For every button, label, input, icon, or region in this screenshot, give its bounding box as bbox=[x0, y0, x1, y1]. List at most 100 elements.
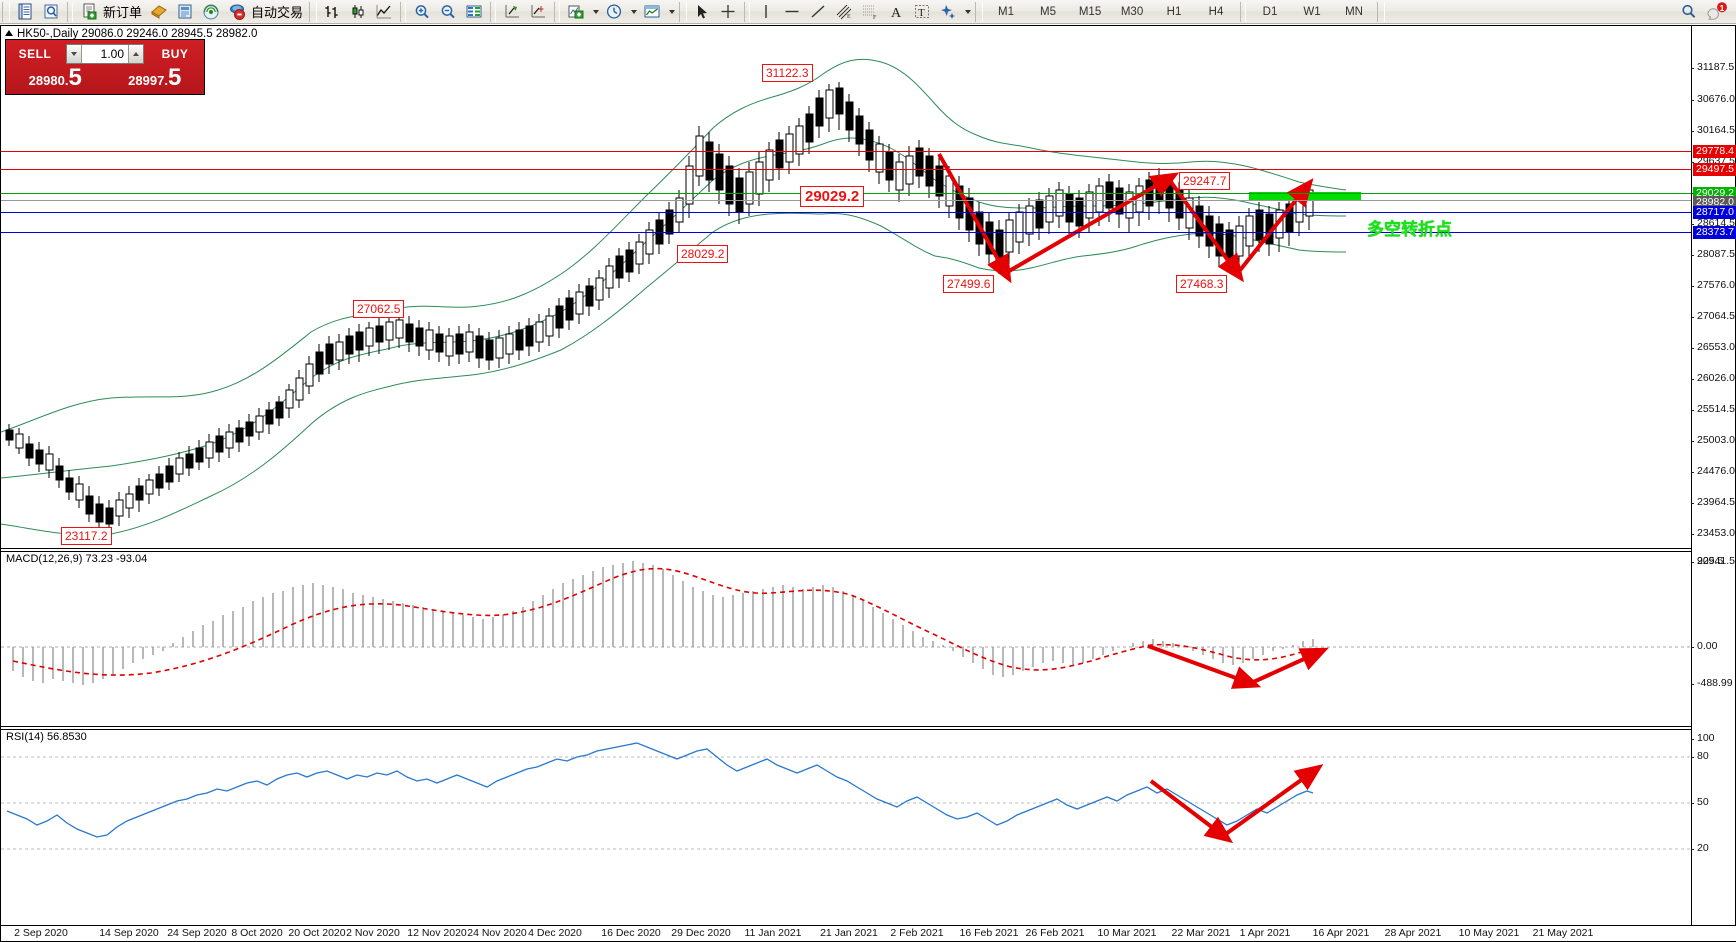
fibonacci-icon[interactable]: F bbox=[857, 1, 883, 23]
rsi-pane[interactable] bbox=[1, 729, 1693, 919]
chevron-down-icon-2 bbox=[630, 9, 637, 14]
macd-pane-separator-top bbox=[1, 548, 1693, 549]
price-callout-31122[interactable]: 31122.3 bbox=[762, 64, 813, 82]
sell-button[interactable]: SELL bbox=[18, 47, 52, 61]
toolbar-separator-6 bbox=[744, 1, 751, 22]
templates-icon[interactable] bbox=[639, 1, 665, 23]
auto-trading-icon[interactable] bbox=[224, 1, 250, 23]
volume-stepper[interactable]: 1.00 bbox=[66, 44, 144, 64]
date-tick-6: 12 Nov 2020 bbox=[407, 927, 467, 939]
turning-point-annotation: 多空转折点 bbox=[1367, 220, 1452, 240]
toolbar-grip-3[interactable] bbox=[679, 1, 688, 22]
shapes-dropdown-icon[interactable] bbox=[961, 1, 973, 23]
timeframe-w1[interactable]: W1 bbox=[1303, 5, 1321, 18]
auto-trading-button[interactable]: 自动交易 bbox=[224, 1, 307, 23]
buy-price[interactable]: 28997. 5 bbox=[106, 64, 205, 91]
toolbar-separator-4 bbox=[490, 1, 497, 22]
level-line-29497 bbox=[1, 169, 1692, 170]
sell-price[interactable]: 28980. 5 bbox=[6, 66, 105, 90]
period-icon[interactable] bbox=[601, 1, 627, 23]
bar-chart-icon[interactable] bbox=[319, 1, 345, 23]
line-chart-icon[interactable] bbox=[371, 1, 397, 23]
toolbar-grip-2[interactable] bbox=[309, 1, 318, 22]
price-chip-last[interactable]: 28982.0 bbox=[1693, 196, 1736, 209]
text-box-icon[interactable]: T bbox=[909, 1, 935, 23]
timeframe-d1[interactable]: D1 bbox=[1262, 5, 1278, 18]
timeframe-m30[interactable]: M30 bbox=[1120, 5, 1144, 18]
new-order-button[interactable]: 新订单 bbox=[76, 1, 146, 23]
chart-window[interactable]: HK50-,Daily 29086.0 29246.0 28945.5 2898… bbox=[0, 25, 1736, 942]
grid-icon[interactable] bbox=[461, 1, 487, 23]
price-callout-23117[interactable]: 23117.2 bbox=[61, 527, 112, 545]
price-callout-27468[interactable]: 27468.3 bbox=[1176, 275, 1228, 293]
timeframe-m15[interactable]: M15 bbox=[1078, 5, 1102, 18]
date-tick-9: 16 Dec 2020 bbox=[601, 927, 661, 939]
volume-increase-icon[interactable] bbox=[128, 45, 143, 63]
price-chip-29497[interactable]: 29497.5 bbox=[1693, 163, 1736, 176]
shapes-icon[interactable] bbox=[935, 1, 961, 23]
chart-title-text: HK50-,Daily 29086.0 29246.0 28945.5 2898… bbox=[17, 28, 258, 40]
bollinger-lower bbox=[1, 212, 1347, 536]
price-callout-29029[interactable]: 29029.2 bbox=[800, 186, 865, 207]
text-label-icon[interactable]: A bbox=[883, 1, 909, 23]
price-chip-28717[interactable]: 28717.0 bbox=[1693, 206, 1736, 219]
price-callout-27062[interactable]: 27062.5 bbox=[353, 300, 405, 318]
volume-value[interactable]: 1.00 bbox=[100, 47, 124, 61]
date-tick-14: 16 Feb 2021 bbox=[959, 927, 1019, 939]
zoom-in-icon[interactable] bbox=[409, 1, 435, 23]
macd-trend-arrows bbox=[1147, 644, 1329, 689]
price-axis[interactable]: 31187.5 30676.0 30164.5 29637.5 29126.0 … bbox=[1691, 26, 1736, 941]
toolbar-grip-5[interactable] bbox=[1377, 1, 1386, 22]
level-line-29778 bbox=[1, 151, 1692, 152]
timeframe-h1[interactable]: H1 bbox=[1166, 5, 1182, 18]
price-callout-28029[interactable]: 28029.2 bbox=[677, 245, 729, 263]
cursor-icon[interactable] bbox=[689, 1, 715, 23]
horizontal-line-icon[interactable] bbox=[779, 1, 805, 23]
add-indicator-icon[interactable] bbox=[563, 1, 589, 23]
search-icon[interactable] bbox=[1676, 1, 1702, 23]
vertical-line-icon[interactable] bbox=[753, 1, 779, 23]
crosshair-icon[interactable] bbox=[715, 1, 741, 23]
buy-price-sep: . bbox=[164, 73, 168, 88]
buy-price-dec: 5 bbox=[167, 64, 182, 91]
candlestick-chart-icon[interactable] bbox=[345, 1, 371, 23]
alerts-icon[interactable]: 1 bbox=[1702, 1, 1732, 23]
date-tick-5: 2 Nov 2020 bbox=[346, 927, 400, 939]
price-callout-29247[interactable]: 29247.7 bbox=[1179, 172, 1231, 190]
timeframe-m1[interactable]: M1 bbox=[998, 5, 1015, 18]
candlesticks bbox=[5, 82, 1314, 534]
toolbar-grip-4[interactable] bbox=[975, 1, 984, 22]
terminal-icon[interactable] bbox=[12, 1, 38, 23]
toolbar-grip[interactable] bbox=[2, 1, 10, 22]
svg-text:E: E bbox=[847, 14, 851, 20]
signals-icon[interactable] bbox=[198, 1, 224, 23]
period-dropdown-icon[interactable] bbox=[627, 1, 639, 23]
zoom-out-icon[interactable] bbox=[435, 1, 461, 23]
chart-shift-icon[interactable] bbox=[525, 1, 551, 23]
volume-decrease-icon[interactable] bbox=[67, 45, 82, 63]
macd-pane[interactable] bbox=[1, 553, 1693, 713]
timeframe-mn[interactable]: MN bbox=[1345, 5, 1363, 18]
price-callout-27499[interactable]: 27499.6 bbox=[943, 275, 995, 293]
rsi-pane-separator-top2 bbox=[1, 729, 1693, 730]
new-order-icon[interactable] bbox=[76, 1, 102, 23]
level-line-28717 bbox=[1, 212, 1692, 213]
timeframe-m5[interactable]: M5 bbox=[1040, 5, 1057, 18]
price-chip-28373[interactable]: 28373.7 bbox=[1693, 226, 1736, 239]
templates-dropdown-icon[interactable] bbox=[665, 1, 677, 23]
one-click-trading-panel[interactable]: SELL 1.00 BUY 28980. 5 28997. 5 bbox=[5, 39, 205, 95]
expert-advisor-icon[interactable] bbox=[146, 1, 172, 23]
equidistant-channel-icon[interactable]: E bbox=[831, 1, 857, 23]
timeframe-h4[interactable]: H4 bbox=[1208, 5, 1224, 18]
date-axis[interactable]: 2 Sep 2020 14 Sep 2020 24 Sep 2020 8 Oct… bbox=[1, 925, 1736, 941]
buy-button[interactable]: BUY bbox=[161, 47, 189, 61]
data-window-icon[interactable] bbox=[38, 1, 64, 23]
price-pane[interactable] bbox=[1, 26, 1693, 546]
trendline-icon[interactable] bbox=[805, 1, 831, 23]
date-tick-18: 1 Apr 2021 bbox=[1239, 927, 1291, 939]
add-indicator-dropdown-icon[interactable] bbox=[589, 1, 601, 23]
price-chip-29778[interactable]: 29778.4 bbox=[1693, 145, 1736, 158]
auto-scroll-icon[interactable] bbox=[499, 1, 525, 23]
main-toolbar: 新订单 自动交易 bbox=[0, 0, 1736, 24]
news-icon[interactable] bbox=[172, 1, 198, 23]
